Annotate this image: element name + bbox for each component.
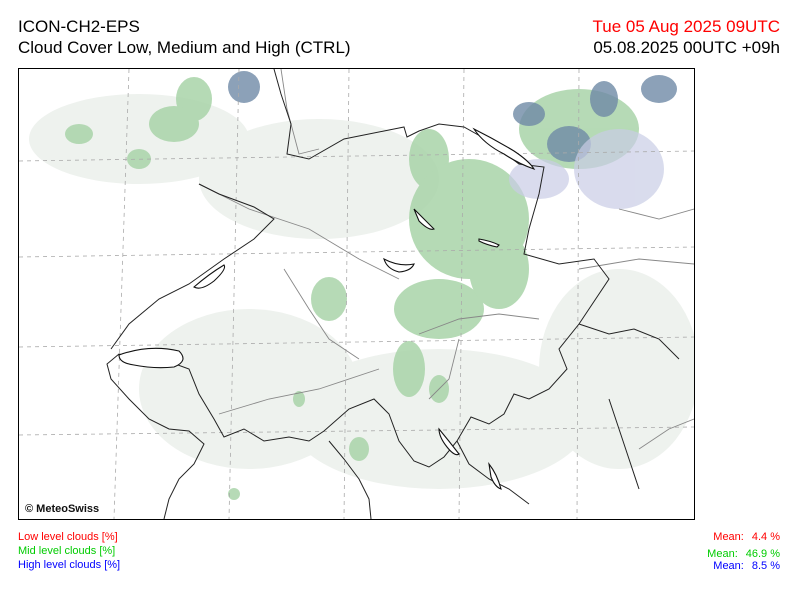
legend-low-clouds: Low level clouds [%] — [18, 531, 118, 543]
run-time: 05.08.2025 00UTC +09h — [593, 38, 780, 57]
mean-high-value: 8.5 % — [751, 560, 780, 572]
lakes — [118, 127, 536, 490]
mean-low-clouds: Mean: 4.4 % — [713, 531, 780, 544]
mean-mid-clouds: Mean: 46.9 % — [707, 548, 780, 561]
national-borders — [106, 69, 680, 519]
mean-low-value: 4.4 % — [751, 531, 780, 543]
model-name: ICON-CH2-EPS — [18, 17, 140, 36]
mean-high-clouds: Mean: 8.5 % — [713, 560, 780, 573]
map-graphic — [19, 69, 694, 519]
mean-label: Mean: — [707, 548, 738, 560]
mean-label: Mean: — [713, 560, 744, 572]
legend-mid-clouds: Mid level clouds [%] — [18, 545, 116, 557]
cloud-cover-map: © MeteoSwiss — [18, 68, 695, 520]
high-cloud-haze — [509, 129, 664, 209]
mean-mid-value: 46.9 % — [745, 548, 780, 560]
legend-high-clouds: High level clouds [%] — [18, 559, 121, 571]
valid-time: Tue 05 Aug 2025 09UTC — [592, 17, 780, 36]
product-title: Cloud Cover Low, Medium and High (CTRL) — [18, 38, 351, 57]
mean-label: Mean: — [713, 531, 744, 543]
lat-lon-grid — [19, 69, 694, 519]
copyright-label: © MeteoSwiss — [25, 503, 100, 515]
